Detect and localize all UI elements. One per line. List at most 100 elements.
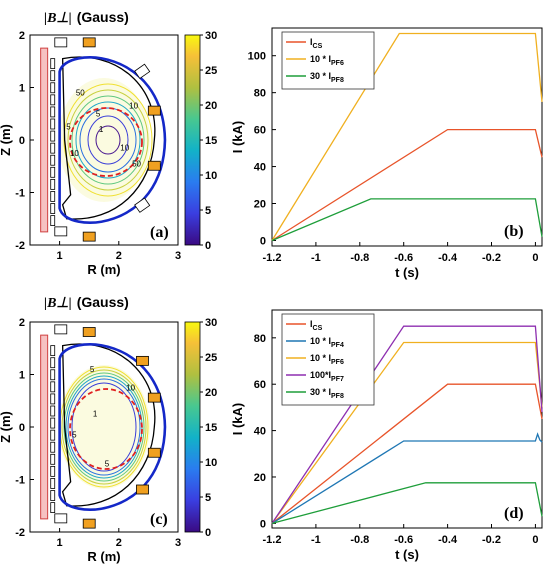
- x-tick-label: 3: [175, 537, 181, 549]
- x-tick-label: -0.4: [438, 252, 458, 264]
- first-wall-outline: [61, 56, 156, 220]
- y-tick-label: 2: [19, 317, 25, 329]
- pf-coil: [136, 355, 149, 366]
- pf-coil: [82, 518, 96, 529]
- pf-coil: [147, 447, 161, 458]
- legend-name: 10 * I: [310, 54, 331, 64]
- legend-subscript: PF7: [331, 376, 344, 383]
- legend-subscript: PF6: [331, 60, 344, 67]
- legend-name: 10 * I: [310, 353, 331, 363]
- contour-label: 10: [120, 144, 129, 153]
- y-tick-label: 0: [260, 235, 266, 247]
- pf-coil: [134, 63, 151, 80]
- series-line: [271, 482, 543, 525]
- y-tick-label: -1: [15, 188, 25, 200]
- y-tick-label: 40: [254, 426, 266, 438]
- cs-coil-segment: [50, 490, 56, 501]
- legend-entry: 30 * IPF8: [310, 387, 344, 400]
- colorbar: [184, 321, 201, 533]
- vacuum-vessel-outline: [58, 343, 167, 511]
- legend-subscript: PF4: [331, 342, 344, 349]
- legend-name: I: [310, 319, 313, 329]
- y-tick-label: 2: [19, 30, 25, 42]
- panel-label: (b): [504, 223, 524, 240]
- y-tick-label: 20: [254, 472, 266, 484]
- cs-coil-segment: [50, 94, 56, 106]
- x-tick-label: -0.6: [394, 252, 413, 264]
- title-symbol: |B⊥|: [44, 296, 72, 311]
- y-tick-label: 60: [254, 379, 266, 391]
- contour-line: [87, 115, 129, 165]
- series-line: [271, 383, 543, 524]
- cs-coil-segment: [50, 393, 56, 405]
- colorbar-tick-label: 15: [205, 135, 217, 147]
- y-tick-label: -2: [15, 527, 25, 539]
- panel-title: |B⊥| (Gauss): [44, 294, 129, 311]
- x-tick-label: 1: [57, 537, 63, 549]
- cs-coil-segment: [50, 58, 56, 70]
- cs-coil-segment: [50, 142, 56, 154]
- cs-coil-segment: [50, 82, 56, 94]
- contour-label: 10: [129, 102, 138, 111]
- pf-coil: [134, 197, 151, 213]
- legend-name: 30 * I: [310, 387, 331, 397]
- colorbar-tick-label: 30: [205, 30, 217, 42]
- pf-coil: [82, 37, 96, 48]
- central-solenoid: [40, 47, 49, 233]
- contour-label: 1: [93, 410, 98, 419]
- first-wall-outline: [61, 343, 156, 507]
- x-tick-label: 2: [116, 250, 122, 262]
- contour-line: [61, 369, 147, 485]
- contour-label: 5: [96, 109, 101, 118]
- cs-coil-segment: [50, 478, 56, 489]
- legend-entry: 100*IPF7: [310, 370, 344, 383]
- contour-label: 10: [126, 383, 135, 392]
- contour-line: [71, 382, 137, 472]
- series-line: [271, 128, 543, 242]
- separatrix-line: [69, 107, 143, 177]
- x-tick-label: -1.2: [263, 252, 282, 264]
- x-tick-label: 0: [532, 252, 538, 264]
- colorbar-tick-label: 5: [205, 205, 211, 217]
- legend-box: [281, 313, 375, 406]
- y-tick-label: 1: [19, 370, 25, 382]
- colorbar-tick-label: 25: [205, 352, 217, 364]
- contour-line: [67, 89, 149, 191]
- cs-coil-segment: [50, 417, 56, 429]
- x-tick-label: 2: [116, 537, 122, 549]
- x-tick-label: -1.2: [263, 534, 282, 546]
- colorbar: [184, 34, 201, 246]
- x-tick-label: -0.2: [482, 252, 501, 264]
- x-tick-label: -0.8: [350, 534, 369, 546]
- y-axis-label: Z (m): [0, 124, 13, 156]
- y-tick-label: -2: [15, 240, 25, 252]
- legend-entry: ICS: [310, 319, 323, 332]
- x-axis-label: t (s): [395, 547, 419, 562]
- cs-coil-segment: [50, 381, 56, 393]
- colorbar-tick-label: 10: [205, 457, 217, 469]
- y-axis-label: I (kA): [230, 121, 245, 154]
- legend-entry: ICS: [310, 37, 323, 50]
- cs-coil-segment: [50, 502, 56, 514]
- contour-line: [95, 125, 121, 155]
- x-tick-label: 0: [532, 534, 538, 546]
- colorbar-tick-label: 30: [205, 317, 217, 329]
- pf-coil: [54, 37, 68, 48]
- legend-subscript: CS: [313, 43, 323, 50]
- contour-label: 1: [99, 125, 104, 134]
- cs-coil-segment: [50, 429, 56, 441]
- x-tick-label: -0.4: [438, 534, 458, 546]
- cs-coil-segment: [50, 178, 56, 190]
- cs-coil-segment: [50, 70, 56, 82]
- colorbar-tick-label: 25: [205, 65, 217, 77]
- y-tick-label: 0: [260, 518, 266, 530]
- pf-coil: [147, 392, 161, 403]
- contour-label: 50: [76, 88, 85, 97]
- legend-name: I: [310, 37, 313, 47]
- cs-coil-segment: [50, 191, 56, 202]
- x-tick-label: -0.8: [350, 252, 369, 264]
- y-tick-label: -1: [15, 475, 25, 487]
- x-axis-label: t (s): [395, 265, 419, 280]
